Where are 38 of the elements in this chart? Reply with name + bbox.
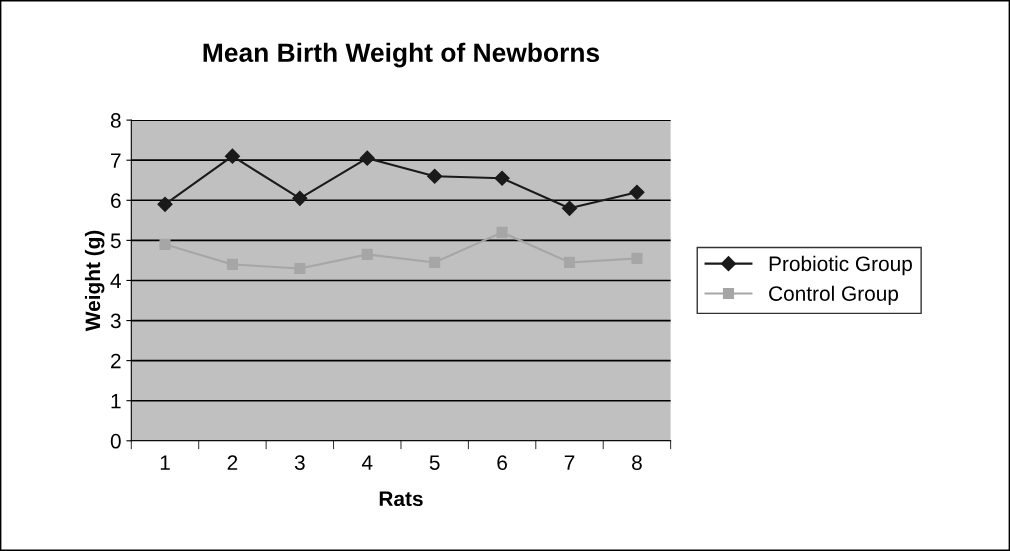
y-tick-label: 0 [110,433,121,449]
point [361,248,373,260]
x-tick-label: 8 [632,455,642,470]
legend-label: Control Group [769,285,899,306]
x-tick-label: 1 [160,455,170,470]
point [429,256,441,268]
y-tick-label: 1 [111,393,121,409]
chart-title: Mean Birth Weight of Newborns [203,42,600,68]
x-tick-label: 3 [294,455,305,470]
y-axis-title: Weight (g) [84,230,105,332]
y-tick-label: 5 [110,233,121,249]
legend-label: Probiotic Group [769,255,912,276]
point [359,150,375,166]
point [629,184,645,200]
y-tick-label: 6 [111,193,121,209]
point [427,168,443,184]
point [159,238,171,250]
y-tick-label: 7 [111,153,121,168]
point [157,196,173,212]
point [292,190,308,206]
point [294,262,306,274]
x-axis-title: Rats [379,491,423,507]
x-tick-label: 5 [429,455,440,470]
point [224,148,240,164]
x-tick-label: 7 [564,455,575,470]
point [226,258,238,270]
y-tick-label: 2 [111,353,121,369]
x-tick-label: 6 [497,455,507,470]
y-tick-label: 8 [110,113,121,128]
point [494,170,510,186]
y-tick-label: 3 [110,313,121,329]
point [631,252,643,264]
point [496,226,508,238]
x-tick-label: 4 [361,455,373,470]
x-tick-label: 2 [227,455,238,470]
point [561,200,578,216]
y-tick-label: 4 [110,273,121,289]
point [563,256,576,268]
